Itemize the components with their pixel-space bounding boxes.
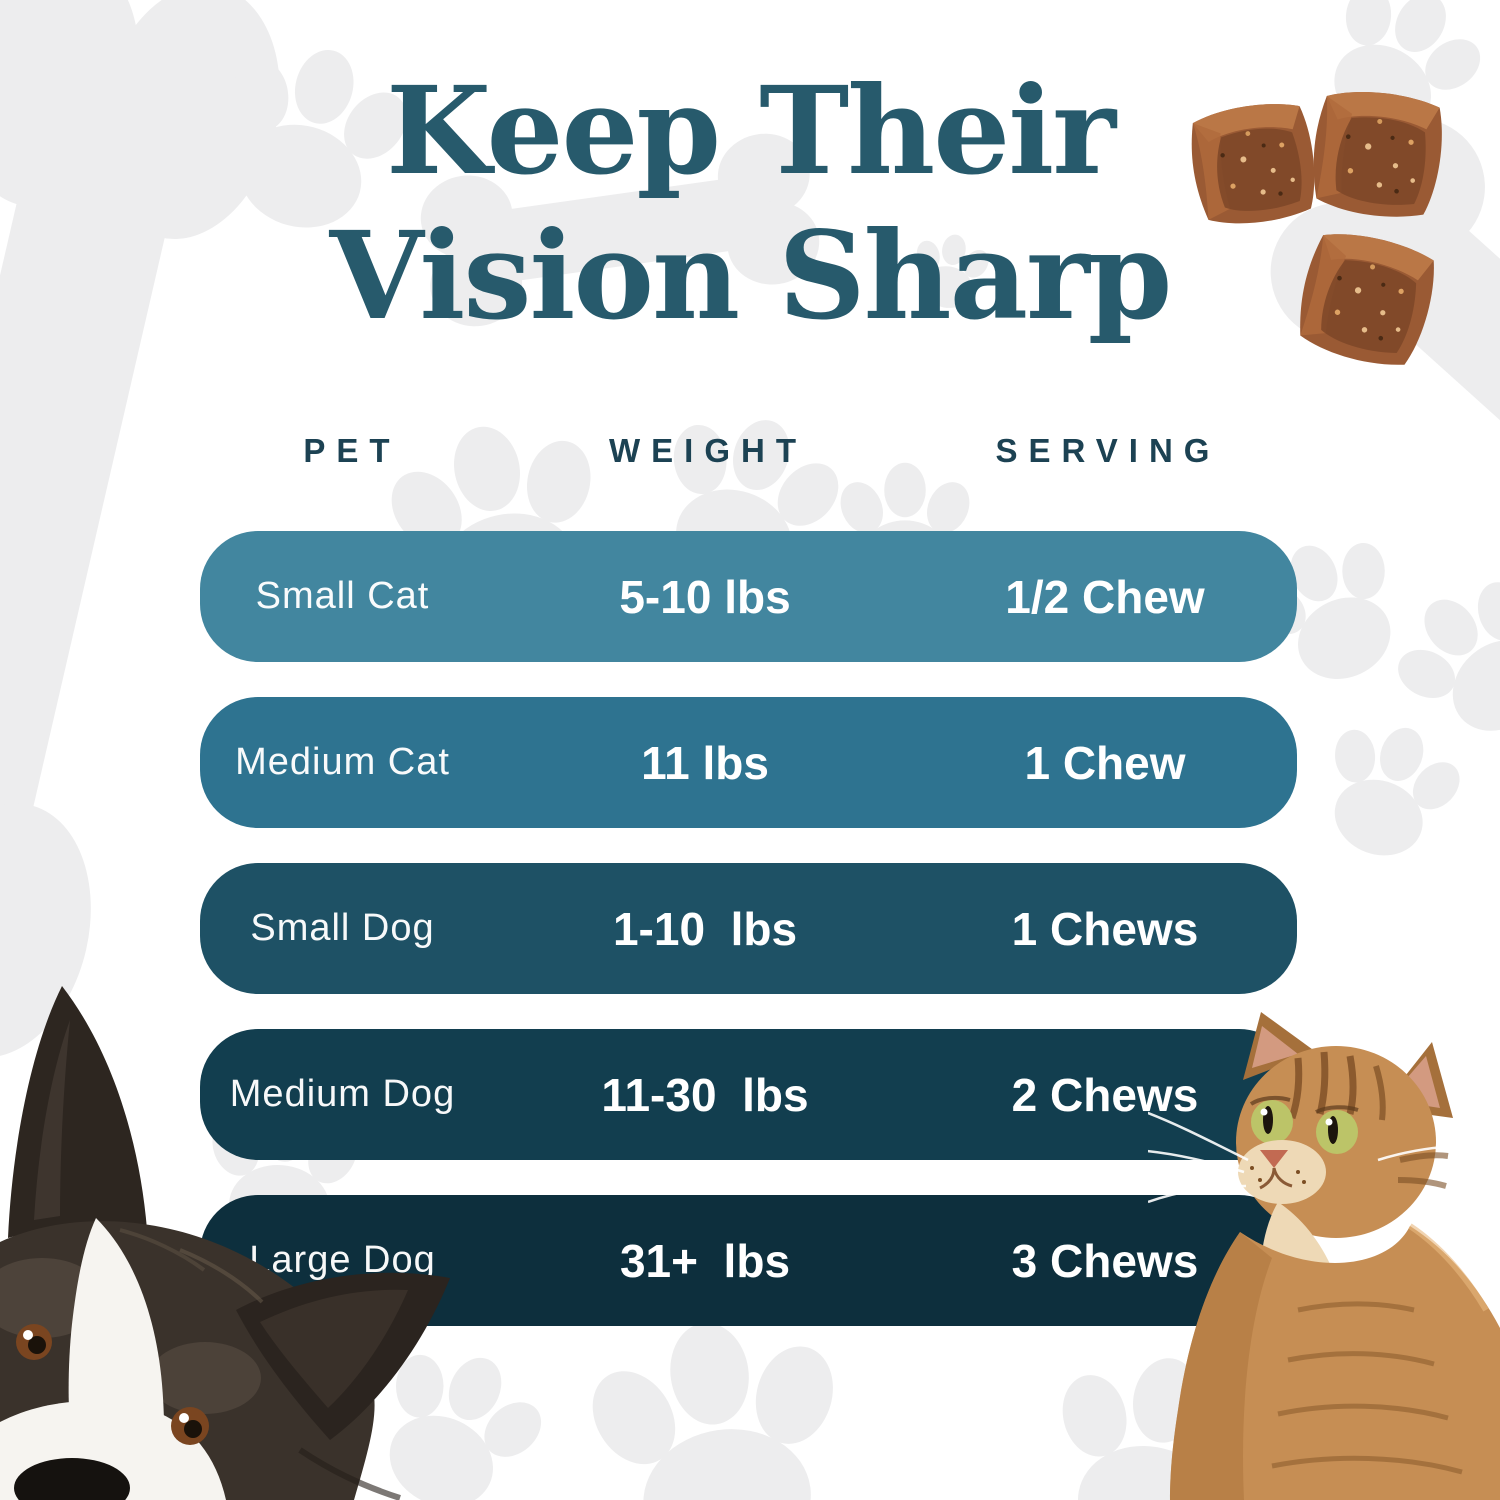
pet-cell: Small Dog [250, 907, 435, 949]
pet-cell: Medium Dog [229, 1073, 456, 1115]
weight-cell: 1-10 lbs [612, 902, 798, 955]
column-header-serving: SERVING [995, 432, 1221, 469]
weight-cell: 11 lbs [641, 736, 769, 789]
weight-cell: 5-10 lbs [619, 570, 791, 623]
page-title-line1: Keep Their [386, 59, 1116, 202]
pet-cell: Small Cat [255, 575, 430, 617]
weight-cell: 31+ lbs [619, 1234, 791, 1287]
serving-cell: 1 Chew [1024, 736, 1186, 789]
dog-photo [0, 986, 450, 1500]
serving-cell: 3 Chews [1011, 1234, 1199, 1287]
pet-cell: Medium Cat [235, 741, 450, 783]
cat-photo [1148, 1012, 1500, 1500]
weight-cell: 11-30 lbs [601, 1068, 809, 1121]
serving-cell: 1 Chews [1011, 902, 1199, 955]
column-header-weight: WEIGHT [609, 432, 807, 469]
table-row-medium-dog: Medium Dog 11-30 lbs 2 Chews [200, 1029, 1297, 1160]
page-title: Keep Their Vision Sharp [0, 58, 1500, 348]
table-row-small-dog: Small Dog 1-10 lbs 1 Chews [200, 863, 1297, 994]
table-row-small-cat: Small Cat 5-10 lbs 1/2 Chew [200, 531, 1297, 662]
page-title-line2: Vision Sharp [329, 204, 1173, 348]
table-row-medium-cat: Medium Cat 11 lbs 1 Chew [200, 697, 1297, 828]
column-header-pet: PET [303, 432, 401, 469]
serving-cell: 2 Chews [1011, 1068, 1199, 1121]
serving-cell: 1/2 Chew [1005, 570, 1205, 623]
chew-treats-image [1185, 85, 1448, 374]
